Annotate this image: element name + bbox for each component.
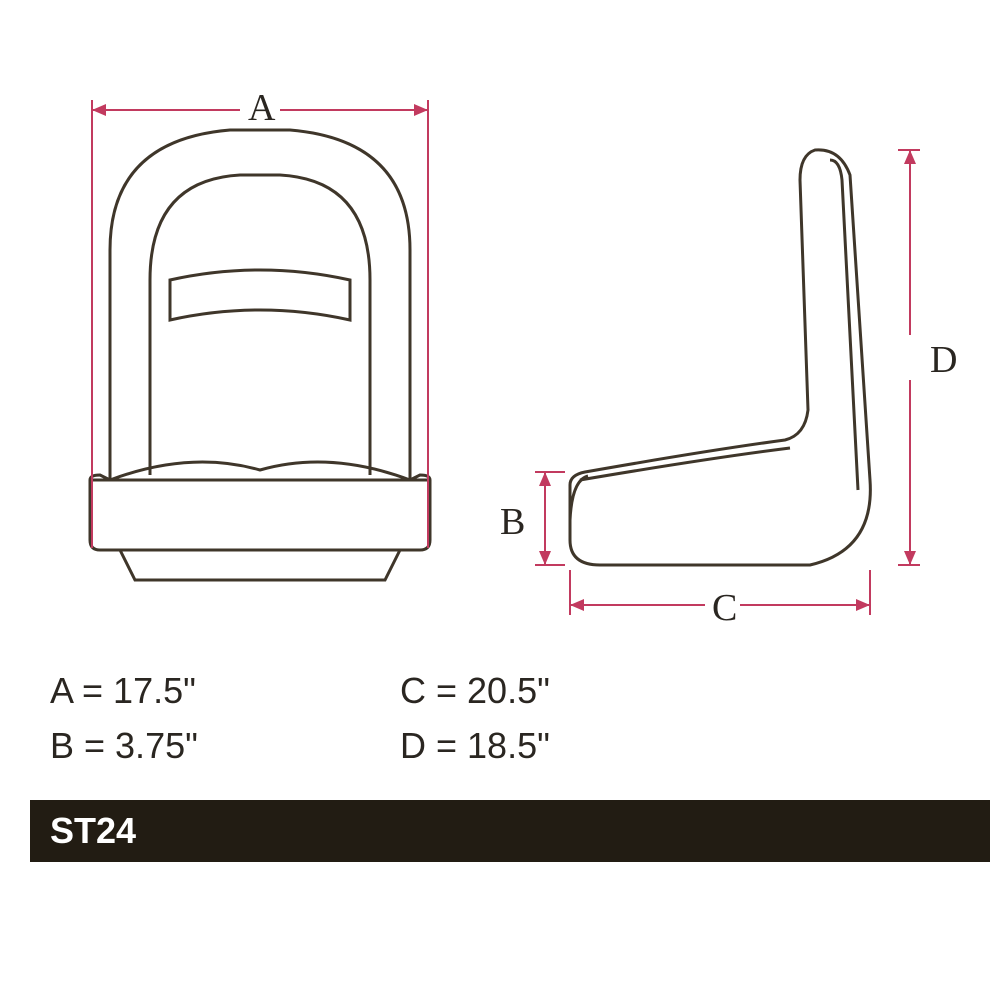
dim-label-a: A (248, 86, 275, 130)
dim-label-d: D (930, 338, 957, 382)
spec-a: A = 17.5" (50, 670, 196, 712)
spec-c: C = 20.5" (400, 670, 550, 712)
dim-label-b: B (500, 500, 525, 544)
model-bar-text: ST24 (50, 810, 136, 852)
model-bar: ST24 (30, 800, 990, 862)
dimension-a-line (40, 80, 480, 600)
spec-d: D = 18.5" (400, 725, 550, 767)
spec-b: B = 3.75" (50, 725, 198, 767)
dim-label-c: C (712, 586, 737, 630)
dimensions-side (490, 120, 970, 640)
technical-drawing-canvas: A D C B A = 17.5" B = 3 (0, 0, 1000, 1000)
